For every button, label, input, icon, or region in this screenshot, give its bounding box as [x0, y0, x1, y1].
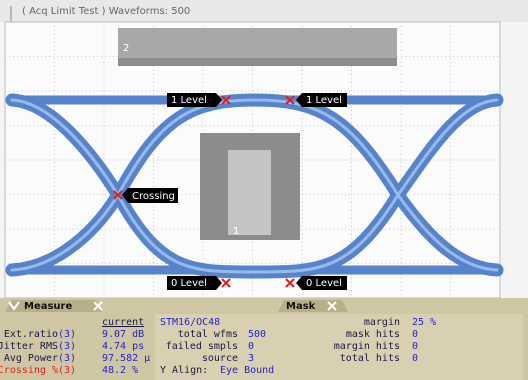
measure-value: 9.07 dB — [102, 329, 144, 340]
measure-label: Crossing % — [0, 365, 58, 376]
header-bar — [0, 0, 528, 22]
mask-value: 0 — [412, 341, 418, 352]
close-button[interactable] — [327, 301, 337, 311]
mask-standard: STM16/OC48 — [160, 317, 220, 328]
marker-label: 1 Level — [306, 95, 342, 106]
mask-value: 0 — [412, 353, 418, 364]
mask-label: failed smpls — [166, 341, 238, 352]
marker-label: Crossing — [132, 191, 175, 202]
tab-label[interactable]: Measure — [24, 301, 72, 312]
mask-value: 500 — [248, 329, 266, 340]
mask-value: 0 — [248, 341, 254, 352]
mask-panel — [155, 314, 523, 380]
mask-label: 2 — [123, 43, 129, 54]
measure-channel: (3) — [58, 353, 76, 364]
marker-label: 0 Level — [306, 278, 342, 289]
mask-value: 3 — [248, 353, 254, 364]
measure-value: 4.74 ps — [102, 341, 144, 352]
mask-label: source — [202, 353, 238, 364]
align-value: Eye Bound — [220, 365, 274, 376]
mask-value: 0 — [412, 329, 418, 340]
measure-label: Jitter RMS — [0, 341, 58, 352]
tab-label[interactable]: Mask — [286, 301, 316, 312]
measure-channel: (3) — [58, 365, 76, 376]
tab[interactable] — [5, 300, 102, 312]
measure-value: 97.582 µ — [102, 353, 150, 364]
column-header: current — [102, 317, 144, 328]
header-title: ( Acq Limit Test ) Waveforms: 500 — [22, 6, 190, 17]
marker-label: 0 Level — [171, 278, 207, 289]
markers: 1 Level 1 Level Crossing 0 Level 0 Level — [113, 93, 347, 290]
measure-channel: (3) — [58, 329, 76, 340]
marker-label: 1 Level — [171, 95, 207, 106]
close-button[interactable] — [93, 301, 103, 311]
measure-channel: (3) — [58, 341, 76, 352]
mask-table: total wfms 500 failed smpls 0 source 3 margin 2… — [166, 317, 436, 364]
mask-label: margin — [364, 317, 400, 328]
mask-label: total wfms — [178, 329, 238, 340]
eye-diagram — [5, 93, 504, 279]
measure-label: Ext.ratio — [4, 329, 58, 340]
mask-region-inner — [228, 150, 271, 235]
mask-label: 1 — [233, 226, 239, 237]
mask-label: mask hits — [346, 329, 400, 340]
measure-value: 48.2 % — [102, 365, 138, 376]
mask-label: margin hits — [334, 341, 400, 352]
tab[interactable] — [278, 300, 348, 312]
mask-label: total hits — [340, 353, 400, 364]
align-label: Y Align: — [160, 365, 208, 376]
mask-value: 25 % — [412, 317, 436, 328]
measure-label: Avg Power — [4, 353, 58, 364]
mask-region-inner — [118, 28, 397, 58]
